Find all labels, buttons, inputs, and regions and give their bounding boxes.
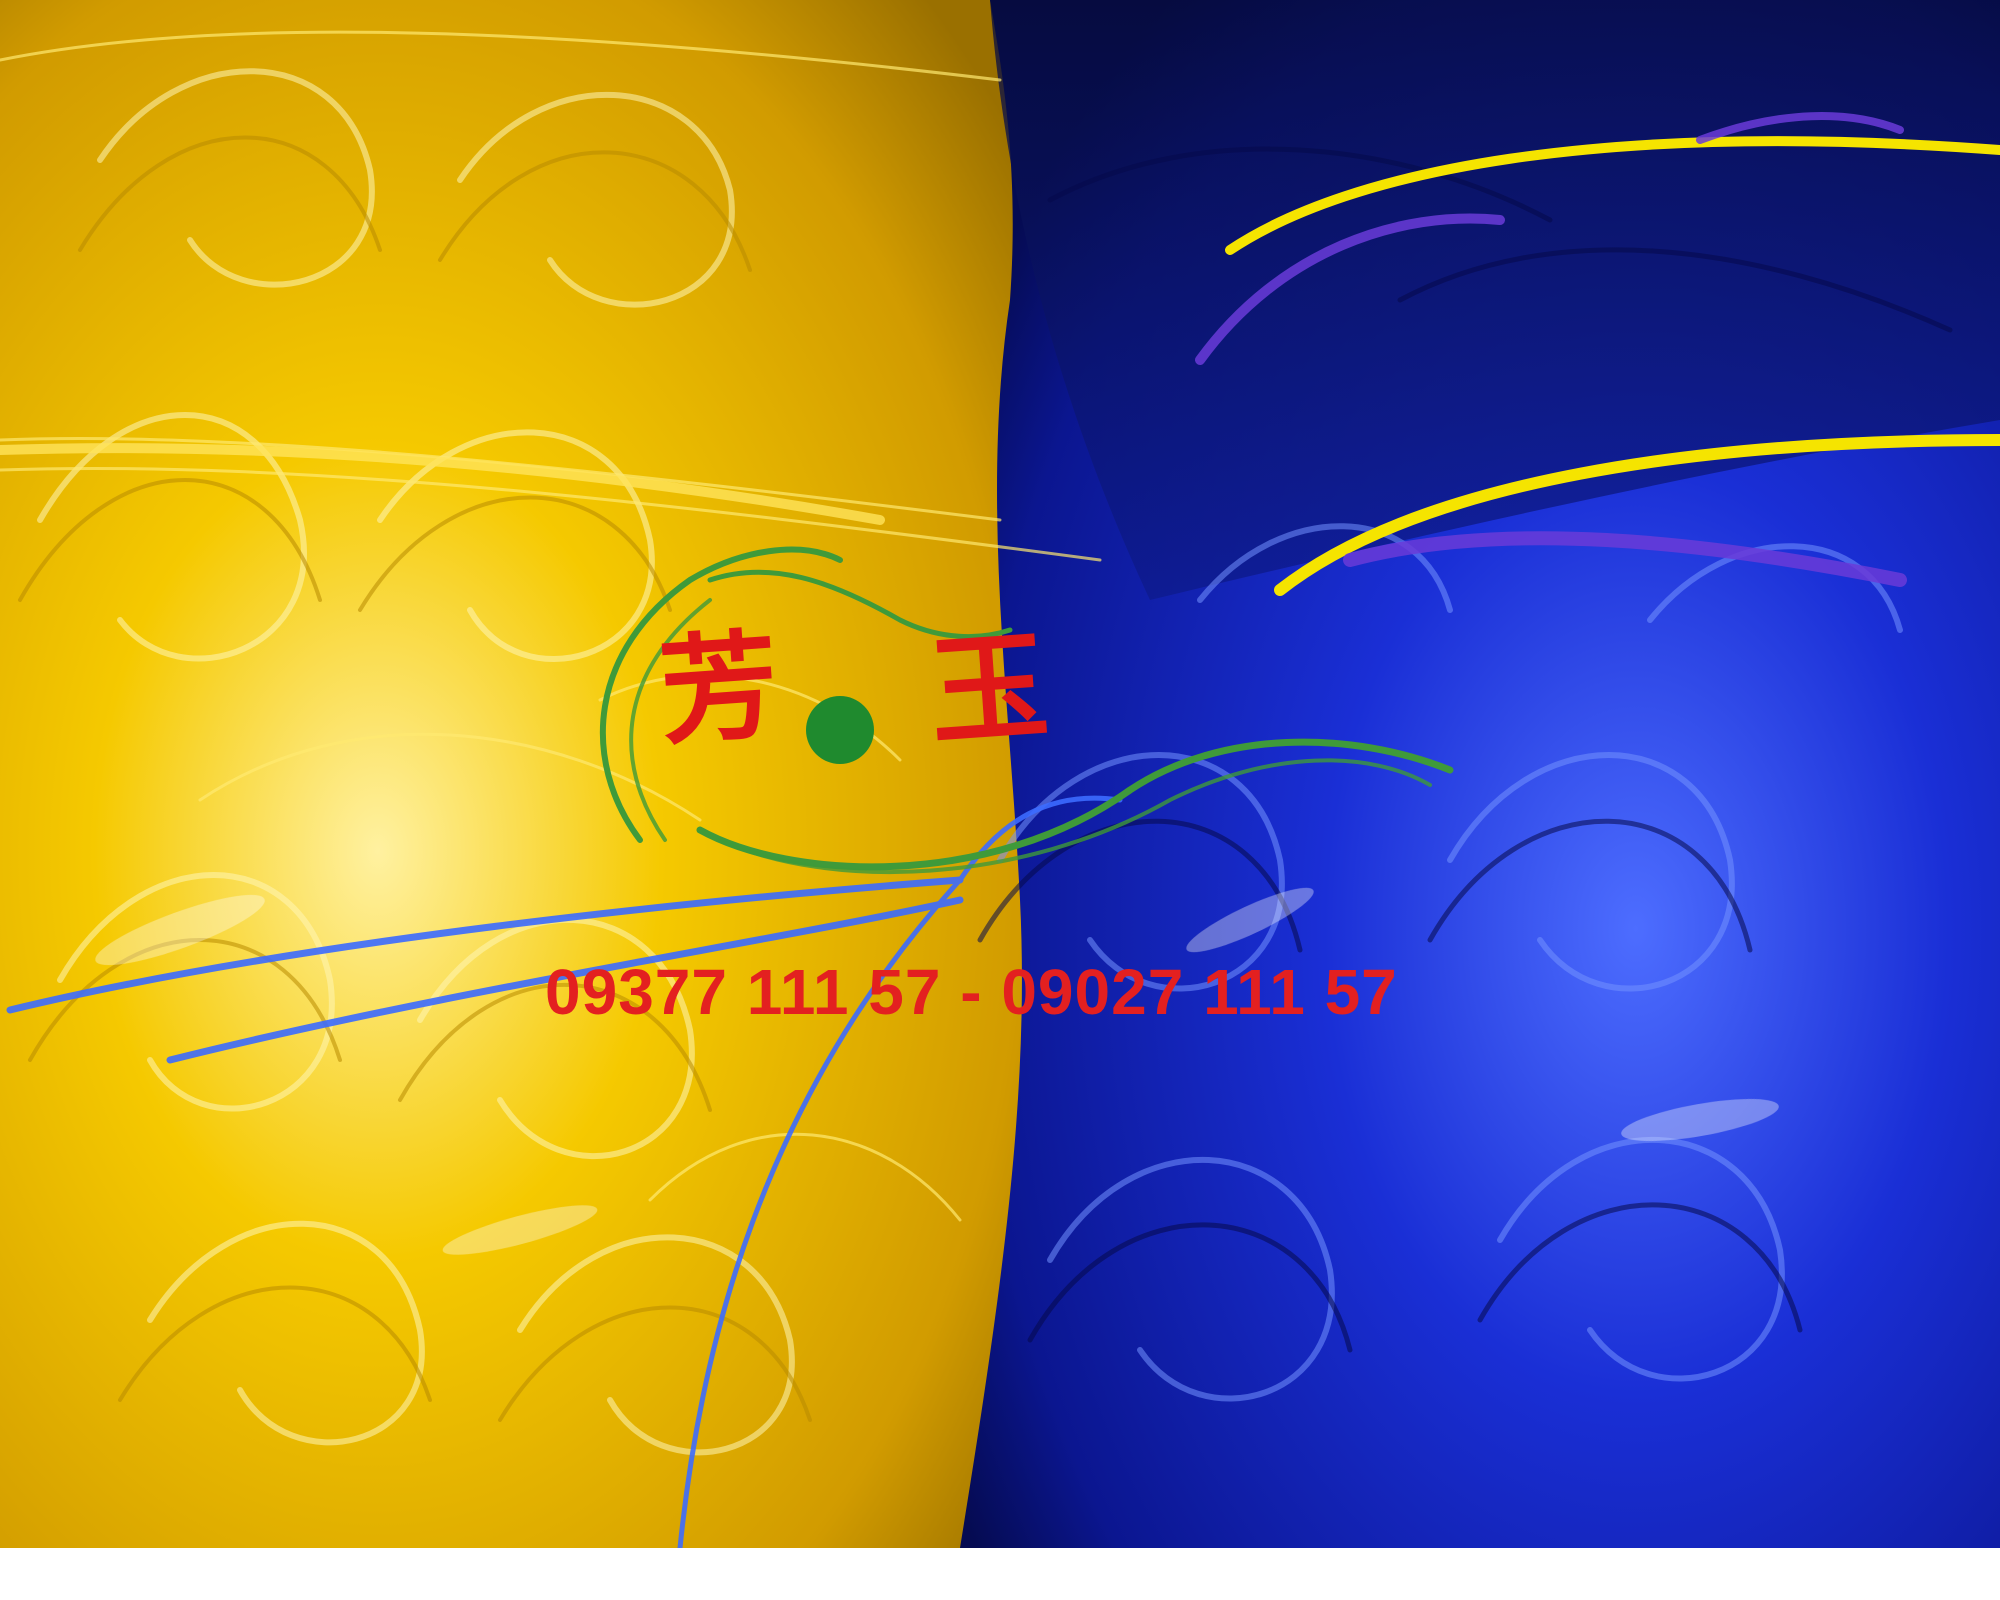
watermark-phone-numbers: 09377 111 57 - 09027 111 57 — [545, 956, 1398, 1028]
logo-green-dot — [806, 696, 874, 764]
logo-swoosh — [599, 546, 1454, 875]
logo-char-fang: 芳 — [655, 615, 783, 762]
gloss-highlights — [95, 887, 1779, 1255]
yellow-strands — [0, 30, 1102, 1456]
yellow-binding-straps — [0, 136, 2000, 596]
watermark-logo: 芳 玉 — [570, 540, 1470, 900]
violet-binding-straps — [1195, 112, 1907, 587]
bottom-white-strip — [0, 1548, 2000, 1600]
logo-char-yu: 玉 — [925, 615, 1053, 762]
blue-strands — [977, 146, 1953, 1402]
strap-coils-photo — [0, 0, 2000, 1548]
yellow-coil-area — [0, 0, 1080, 1548]
